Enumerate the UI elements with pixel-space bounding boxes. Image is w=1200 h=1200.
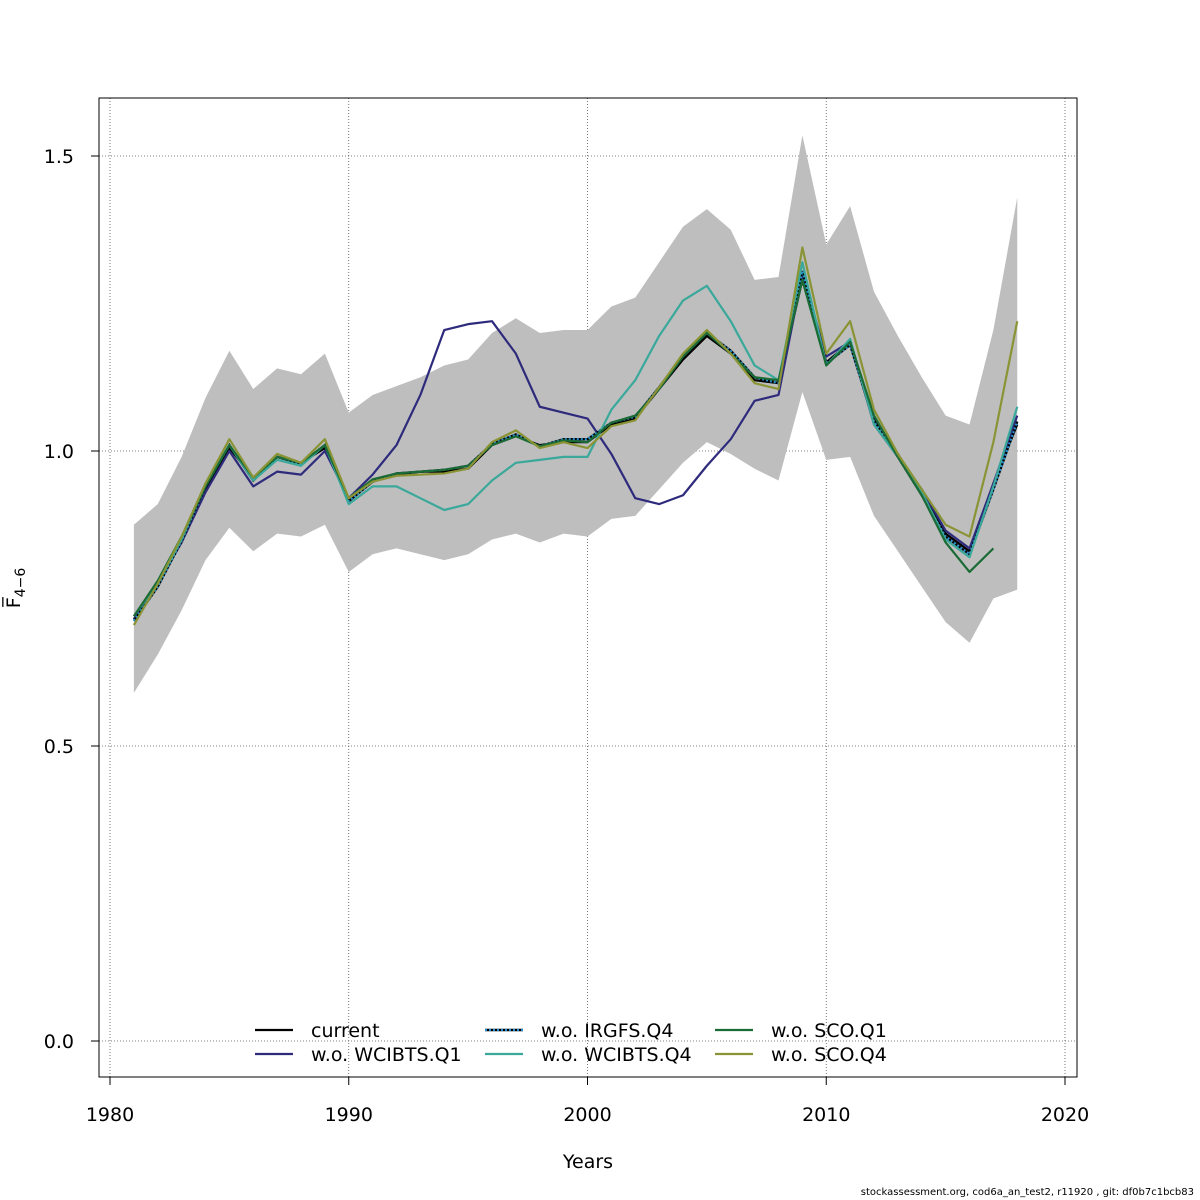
legend-label: w.o. WCIBTS.Q1: [311, 1044, 462, 1066]
x-tick-label: 1980: [86, 1104, 134, 1126]
x-tick-label: 2010: [802, 1104, 850, 1126]
y-axis-title-main: F̅: [1, 596, 25, 608]
confidence-band: [133, 135, 1018, 693]
legend-label: w.o. SCO.Q4: [771, 1044, 887, 1066]
legend-label: w.o. WCIBTS.Q4: [541, 1044, 692, 1066]
y-tick-label: 1.0: [44, 441, 74, 463]
confidence-band-area: [133, 135, 1018, 693]
series-line: [132, 246, 1019, 626]
x-tick-label: 2020: [1041, 1104, 1089, 1126]
y-tick-label: 1.5: [44, 146, 74, 168]
y-axis-title: F̅4−6: [1, 568, 29, 609]
series-line: [132, 261, 1019, 617]
series-line: [132, 278, 995, 617]
x-tick-label: 2000: [563, 1104, 611, 1126]
y-tick-label: 0.5: [44, 736, 74, 758]
legend-label: current: [311, 1020, 380, 1042]
legend-label: w.o. IRGFS.Q4: [541, 1020, 673, 1042]
legend-label: w.o. SCO.Q1: [771, 1020, 887, 1042]
y-tick-label: 0.0: [44, 1031, 74, 1053]
x-axis-title: Years: [562, 1151, 613, 1173]
x-axis: 1980 1990 2000 2010 2020: [86, 1077, 1089, 1126]
y-axis-title-subscript: 4−6: [13, 568, 29, 598]
footer-credit: stockassessment.org, cod6a_an_test2, r11…: [860, 1187, 1194, 1198]
x-tick-label: 1990: [325, 1104, 373, 1126]
y-axis: 0.0 0.5 1.0 1.5: [44, 146, 99, 1053]
series-lines: [132, 246, 1019, 626]
